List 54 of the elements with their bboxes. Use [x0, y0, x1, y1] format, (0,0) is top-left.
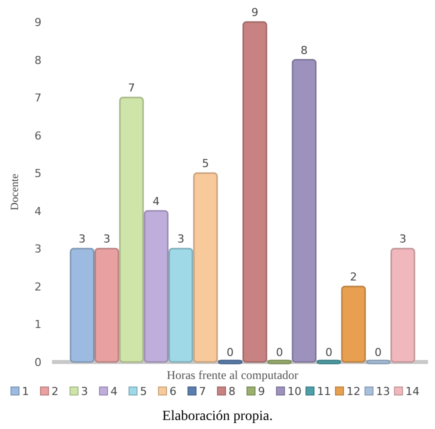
y-tick-label: 3: [34, 242, 42, 256]
data-label: 3: [103, 232, 110, 246]
bar: [70, 248, 94, 363]
legend-label: 13: [376, 385, 390, 398]
legend-label: 2: [52, 385, 58, 398]
legend-label: 9: [258, 385, 265, 398]
legend-label: 11: [317, 385, 331, 398]
bar: [390, 248, 416, 363]
bar: [292, 59, 317, 363]
data-label: 3: [177, 232, 184, 246]
data-label: 8: [300, 44, 308, 57]
bar: [168, 248, 194, 363]
y-tick-label: 8: [34, 54, 42, 67]
y-tick-label: 7: [34, 92, 42, 105]
y-axis-title: Docente: [9, 174, 21, 210]
legend-label: 5: [140, 385, 147, 398]
legend-label: 4: [110, 385, 118, 398]
bar: [267, 360, 292, 364]
data-label: 0: [325, 346, 332, 359]
bar: [119, 96, 144, 363]
data-label: 3: [399, 232, 406, 246]
bar: [316, 360, 342, 364]
legend-label: 7: [199, 385, 206, 398]
legend-label: 12: [346, 385, 360, 398]
data-label: 0: [276, 346, 284, 359]
bar: [144, 210, 169, 363]
data-label: 7: [128, 82, 135, 95]
data-label: 0: [226, 346, 234, 359]
data-label: 0: [374, 346, 382, 359]
y-tick-label: 0: [34, 356, 42, 369]
y-tick-label: 5: [34, 167, 42, 180]
x-axis-title: Horas frente al computador: [166, 368, 298, 382]
data-label: 2: [350, 270, 358, 284]
bar: [193, 172, 218, 363]
y-tick-label: 6: [34, 129, 42, 142]
legend-label: 8: [228, 385, 236, 398]
y-tick-label: 9: [34, 16, 42, 29]
bar: [242, 21, 268, 363]
y-tick-label: 4: [34, 204, 42, 218]
y-tick-label: 1: [34, 318, 42, 332]
text: Elaboración propia.: [162, 409, 273, 424]
legend-label: 10: [288, 385, 302, 398]
bar: [218, 360, 243, 364]
legend-label: 14: [406, 385, 420, 398]
data-label: 9: [251, 6, 258, 19]
data-label: 5: [202, 157, 209, 170]
legend-label: 1: [22, 385, 29, 398]
legend-label: 3: [81, 385, 88, 398]
data-label: 4: [152, 194, 160, 208]
data-label: 3: [78, 232, 86, 246]
bar: [341, 286, 366, 363]
bar: [94, 248, 120, 363]
y-tick-label: 2: [34, 280, 42, 294]
legend-label: 6: [170, 385, 176, 398]
